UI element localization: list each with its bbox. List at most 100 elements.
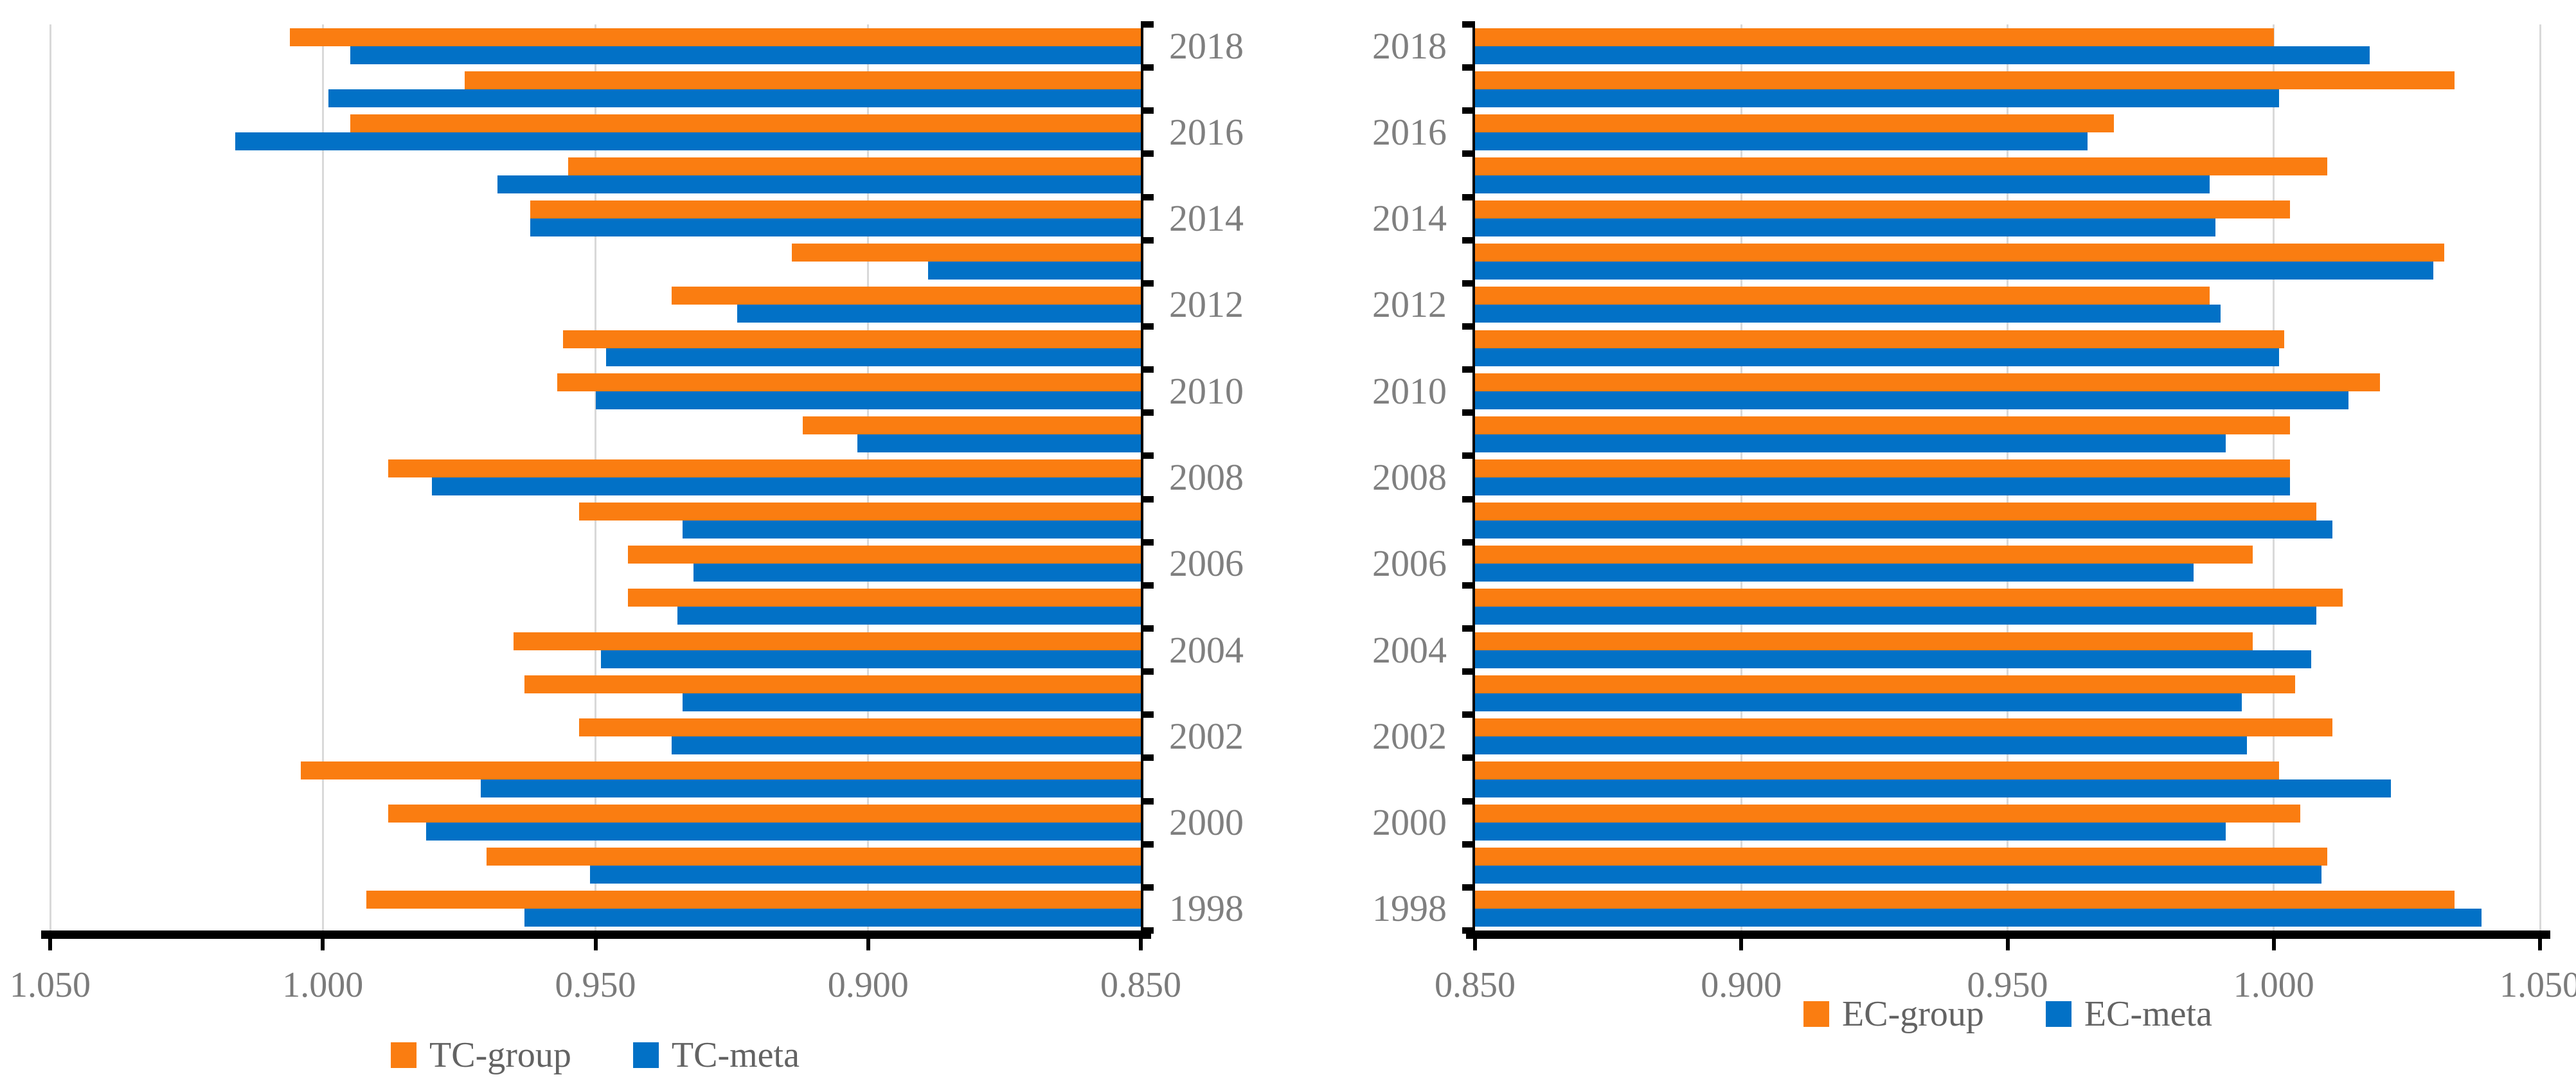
bar-tc-group-2016 [350,114,1141,132]
x-axis-tick [1739,939,1744,950]
bar-ec-meta-2001 [1475,779,2392,797]
bar-ec-group-2000 [1475,805,2301,823]
category-tick [1143,193,1154,200]
x-tick-label: 1.050 [2500,965,2576,1005]
bar-tc-group-2000 [388,805,1141,823]
category-tick [1143,107,1154,114]
bar-ec-group-2006 [1475,546,2253,564]
bar-tc-group-2017 [464,71,1141,89]
legend-label: EC-meta [2084,994,2212,1034]
legend-swatch-ec-group [1803,1001,1830,1027]
bar-ec-group-1999 [1475,848,2327,866]
x-axis-tick [48,939,52,950]
x-axis-line [1466,930,2550,939]
bar-ec-meta-2008 [1475,477,2290,495]
bar-ec-group-2018 [1475,28,2274,46]
bar-tc-meta-2003 [683,693,1141,711]
year-label-1998: 1998 [1169,887,1244,930]
bar-ec-meta-2010 [1475,391,2348,409]
bar-tc-group-2015 [568,157,1141,175]
bar-ec-meta-2007 [1475,521,2332,539]
bar-tc-meta-2012 [737,305,1141,323]
gridline [321,24,324,930]
legend-item-ec-meta: EC-meta [2045,994,2212,1034]
category-tick [1143,150,1154,157]
x-tick-label: 0.850 [1100,965,1181,1005]
legend-swatch-tc-meta [632,1042,659,1068]
bar-ec-group-2010 [1475,373,2381,391]
bar-ec-group-2016 [1475,114,2115,132]
x-tick-label: 1.050 [10,965,91,1005]
bar-tc-group-2014 [530,200,1141,219]
x-axis-tick [2538,939,2542,950]
bar-ec-group-2002 [1475,718,2332,736]
bar-tc-meta-2017 [328,89,1141,107]
category-tick [1143,21,1154,28]
bar-ec-group-2001 [1475,761,2280,779]
category-tick [1143,366,1154,373]
category-tick [1462,797,1472,805]
category-axis-line [1141,21,1143,930]
legend-swatch-ec-meta [2045,1001,2071,1027]
category-tick [1462,323,1472,330]
bar-tc-group-2011 [562,330,1141,348]
bar-tc-group-2005 [628,589,1141,607]
bar-ec-meta-1999 [1475,866,2322,884]
bar-ec-meta-1998 [1475,909,2482,927]
category-tick [1143,64,1154,71]
bar-tc-meta-2015 [497,175,1141,193]
bar-ec-group-2015 [1475,157,2327,175]
category-tick [1462,107,1472,114]
category-tick [1462,841,1472,848]
category-tick [1462,452,1472,459]
gridline [2539,24,2541,930]
category-tick [1143,884,1154,891]
bar-tc-meta-2005 [677,607,1141,625]
legend-item-tc-group: TC-group [391,1037,571,1073]
category-tick [1462,366,1472,373]
category-tick [1462,409,1472,416]
bar-tc-group-2009 [802,416,1141,434]
bar-tc-group-2008 [388,459,1141,477]
year-label-2018: 2018 [1372,24,1447,67]
bar-tc-group-2013 [791,244,1141,262]
bar-tc-meta-2014 [530,218,1141,237]
bar-ec-meta-2012 [1475,305,2221,323]
legend-item-tc-meta: TC-meta [632,1035,800,1075]
gridline [49,24,51,930]
category-tick [1143,625,1154,632]
bar-tc-meta-2004 [600,650,1141,668]
x-tick-label: 0.950 [555,965,636,1005]
year-label-2010: 2010 [1372,369,1447,412]
category-tick [1143,841,1154,848]
x-axis-tick [1139,939,1143,950]
bar-ec-meta-2006 [1475,564,2194,582]
bar-ec-meta-2014 [1475,218,2215,237]
bar-tc-meta-1999 [590,866,1141,884]
category-tick [1462,193,1472,200]
bar-ec-group-2014 [1475,200,2290,219]
year-label-2014: 2014 [1372,197,1447,240]
bar-ec-meta-2002 [1475,736,2248,754]
category-tick [1143,754,1154,761]
x-tick-label: 1.000 [2233,965,2314,1005]
bar-ec-group-2005 [1475,589,2343,607]
category-tick [1143,236,1154,244]
category-tick [1462,754,1472,761]
category-tick [1143,323,1154,330]
category-tick [1143,495,1154,503]
legend-swatch-tc-group [391,1042,417,1068]
year-label-1998: 1998 [1372,887,1447,930]
x-axis-tick [2005,939,2010,950]
bar-ec-meta-2003 [1475,693,2242,711]
category-tick [1462,625,1472,632]
bar-ec-meta-2004 [1475,650,2311,668]
bar-tc-meta-2009 [857,434,1141,452]
bar-ec-group-1998 [1475,891,2455,909]
bar-ec-meta-2000 [1475,823,2226,841]
legend-label: TC-meta [671,1035,800,1075]
bar-tc-meta-2010 [595,391,1141,409]
bar-tc-group-2018 [290,28,1141,46]
x-axis-tick [866,939,870,950]
